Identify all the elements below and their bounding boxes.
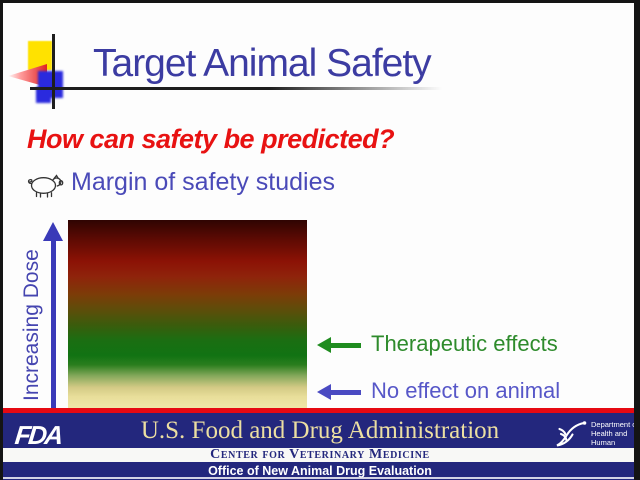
therapeutic-arrow-shaft [330,343,361,348]
question-text: How can safety be predicted? [27,124,395,154]
no-effect-arrow-icon [317,384,331,400]
footer-bottom-rule [0,477,640,479]
dose-gradient-box [68,220,307,408]
no-effect-arrow-shaft [330,390,361,395]
dose-axis-label: Increasing Dose [20,249,43,402]
decoration-vertical-line [52,34,55,109]
footer-red-rule [0,408,640,413]
hhs-eagle-icon [554,419,590,449]
hhs-line-1: Department of [591,420,639,429]
title-underline [30,87,442,90]
frame-right-border [634,0,640,480]
pig-icon [26,171,64,198]
therapeutic-arrow-icon [317,337,331,353]
dose-axis-arrowhead-icon [43,222,63,241]
frame-top-border [0,0,640,3]
agency-title: U.S. Food and Drug Administration [140,417,500,444]
decoration-blue-square-small [36,87,51,103]
page-title: Target Animal Safety [93,42,432,85]
footer-cvm-band [0,448,640,462]
hhs-line-2: Health and [591,429,628,438]
footer-office-band [0,462,640,480]
office-label: Office of New Animal Drug Evaluation [208,464,432,478]
bullet-label: Margin of safety studies [71,168,336,196]
decoration-yellow-square [28,41,52,70]
no-effect-label: No effect on animal [371,378,561,403]
center-veterinary-medicine-label: Center for Veterinary Medicine [210,447,430,462]
therapeutic-effects-label: Therapeutic effects [371,331,558,356]
frame-left-border [0,0,3,480]
dose-axis-arrow-shaft [51,239,56,408]
footer-fda-band [0,413,640,448]
